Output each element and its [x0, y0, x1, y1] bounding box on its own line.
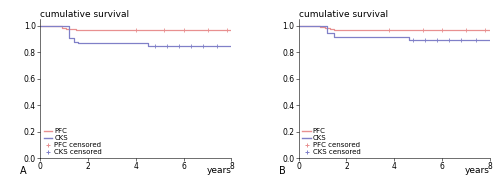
Text: cumulative survival: cumulative survival [298, 9, 388, 19]
Legend: PFC, CKS, PFC censored, CKS censored: PFC, CKS, PFC censored, CKS censored [44, 128, 102, 156]
Text: cumulative survival: cumulative survival [40, 9, 129, 19]
Legend: PFC, CKS, PFC censored, CKS censored: PFC, CKS, PFC censored, CKS censored [302, 128, 360, 156]
Text: years: years [465, 166, 490, 175]
Text: B: B [278, 166, 285, 176]
Text: years: years [206, 166, 232, 175]
Text: A: A [20, 166, 26, 176]
